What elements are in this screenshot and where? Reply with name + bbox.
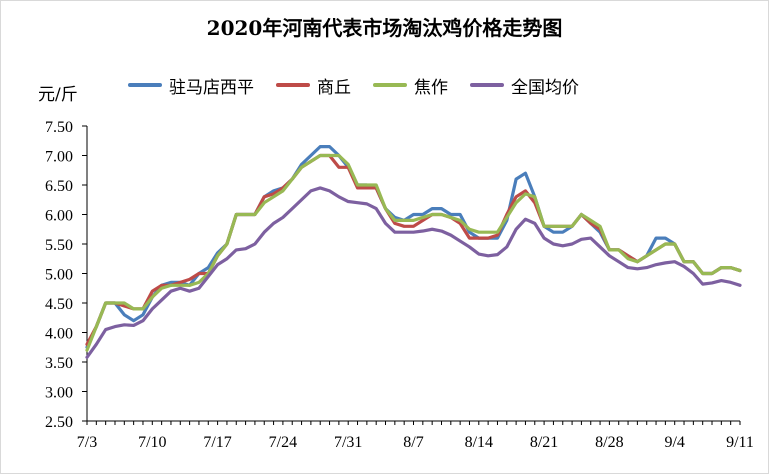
- y-tick-label: 7.50: [45, 119, 73, 136]
- series-line-焦作: [85, 153, 742, 352]
- series-line-全国均价: [85, 186, 742, 359]
- legend: 驻马店西平 商丘 焦作 全国均价: [128, 73, 601, 98]
- x-tick-label: 8/14: [465, 434, 493, 451]
- legend-label: 商丘: [317, 77, 351, 98]
- y-tick-label: 3.00: [45, 385, 73, 402]
- y-tick-label: 6.00: [45, 208, 73, 225]
- legend-label: 焦作: [414, 77, 448, 98]
- x-tick-label: 7/17: [203, 434, 231, 451]
- legend-swatch: [373, 83, 407, 87]
- y-tick-label: 2.50: [45, 414, 73, 431]
- legend-swatch: [470, 83, 504, 87]
- y-axis-unit-label: 元/斤: [38, 85, 78, 105]
- y-tick-label: 5.50: [45, 237, 73, 254]
- legend-item: 驻马店西平: [128, 73, 254, 98]
- x-tick-label: 8/21: [530, 434, 558, 451]
- x-tick-label: 8/7: [403, 434, 423, 451]
- y-tick-label: 3.50: [45, 355, 73, 372]
- legend-swatch: [276, 83, 310, 87]
- y-tick-label: 6.50: [45, 178, 73, 195]
- legend-label: 全国均价: [511, 77, 579, 98]
- x-tick-label: 7/10: [138, 434, 166, 451]
- x-tick-label: 7/24: [269, 434, 297, 451]
- legend-label: 驻马店西平: [169, 77, 254, 98]
- y-tick-label: 7.00: [45, 149, 73, 166]
- x-tick-label: 7/3: [77, 434, 97, 451]
- x-tick-label: 9/4: [664, 434, 684, 451]
- chart-title: 2020年河南代表市场淘汰鸡价格走势图: [206, 16, 563, 40]
- series-line-驻马店西平: [85, 145, 742, 349]
- y-tick-label: 4.50: [45, 296, 73, 313]
- series-line-商丘: [85, 153, 742, 346]
- y-tick-label: 4.00: [45, 326, 73, 343]
- legend-item: 商丘: [276, 73, 351, 98]
- legend-swatch: [128, 83, 162, 87]
- x-tick-label: 9/11: [726, 434, 754, 451]
- legend-item: 全国均价: [470, 73, 579, 98]
- y-tick-label: 5.00: [45, 267, 73, 284]
- legend-item: 焦作: [373, 73, 448, 98]
- x-tick-label: 8/28: [595, 434, 623, 451]
- x-tick-label: 7/31: [334, 434, 362, 451]
